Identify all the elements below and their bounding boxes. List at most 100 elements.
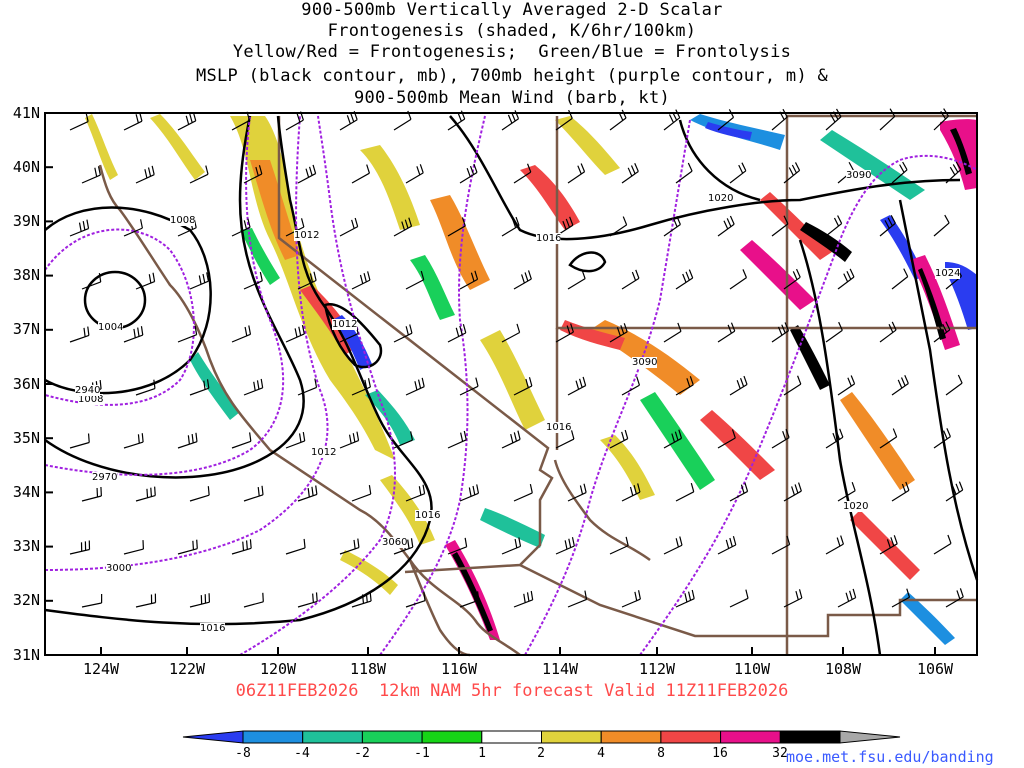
- forecast-label: 06Z11FEB2026 12km NAM 5hr forecast Valid…: [235, 681, 789, 701]
- wind-barb: [513, 377, 533, 396]
- colorbar-swatch: [481, 730, 542, 744]
- wind-barb: [567, 483, 587, 502]
- wind-barb: [189, 593, 211, 608]
- wind-barb: [69, 433, 90, 449]
- mslp-label: 1012: [294, 230, 320, 241]
- wind-barb: [783, 162, 801, 184]
- wind-barb: [393, 324, 413, 343]
- wind-barb: [177, 111, 197, 131]
- wind-barb: [81, 166, 101, 184]
- wind-barb: [501, 430, 521, 449]
- colorbar-label: 4: [597, 746, 605, 761]
- lon-label: 114W: [541, 660, 579, 678]
- lat-label: 33N: [12, 537, 40, 555]
- wind-barb: [783, 268, 801, 290]
- colorbar-label: 32: [772, 746, 788, 761]
- wind-barb: [783, 482, 802, 502]
- wind-barb: [933, 428, 951, 449]
- wind-barb: [447, 217, 466, 237]
- wind-barb: [837, 588, 857, 608]
- wind-barb: [447, 110, 466, 131]
- mslp-label: 1016: [546, 422, 572, 433]
- wind-barb: [123, 219, 143, 237]
- wind-barb: [567, 163, 586, 184]
- colorbar-swatch: [720, 730, 781, 744]
- wind-barb: [69, 112, 89, 131]
- wind-barb: [621, 483, 641, 502]
- shade-yellow: [150, 114, 205, 180]
- wind-barb: [567, 590, 588, 608]
- mslp-label: 1024: [935, 268, 961, 279]
- wind-barb: [609, 109, 627, 131]
- wind-barb: [567, 269, 586, 290]
- credit-link[interactable]: moe.met.fsu.edu/banding: [786, 748, 994, 766]
- wind-barb: [243, 485, 264, 502]
- shade-red: [850, 510, 920, 580]
- wind-barb: [771, 322, 790, 343]
- wind-barb: [663, 216, 681, 237]
- wind-barb: [297, 164, 317, 184]
- wind-barb: [879, 321, 897, 343]
- lon-label: 120W: [259, 660, 297, 678]
- lat-label: 39N: [12, 212, 40, 230]
- shade-blue: [705, 122, 752, 140]
- colorbar-swatch: [302, 730, 363, 744]
- title-line-4: MSLP (black contour, mb), 700mb height (…: [195, 66, 829, 86]
- wind-barb: [297, 485, 318, 502]
- title-line-1: 900-500mb Vertically Averaged 2-D Scalar: [301, 0, 723, 20]
- height-contour-2940: [44, 228, 195, 406]
- colorbar: [182, 730, 901, 744]
- lat-label: 32N: [12, 591, 40, 609]
- mslp-label: 1008: [170, 215, 196, 226]
- wind-barb: [69, 219, 90, 237]
- wind-barb: [393, 217, 413, 237]
- wind-barb: [405, 377, 425, 396]
- wind-barb: [945, 374, 963, 396]
- lat-label: 40N: [12, 158, 40, 176]
- wind-barb: [447, 324, 467, 343]
- mslp-label: 1012: [311, 447, 337, 458]
- mslp-label: 1016: [415, 510, 441, 521]
- colorbar-label: 2: [537, 746, 545, 761]
- wind-barb: [393, 431, 413, 449]
- wind-barb: [609, 536, 629, 555]
- wind-barb: [783, 589, 803, 608]
- wind-barb: [339, 538, 360, 555]
- wind-barb: [189, 486, 210, 502]
- wind-barb: [177, 325, 198, 343]
- mslp-label: 1016: [200, 623, 226, 634]
- height-contour-3090: [524, 119, 691, 656]
- shade-teal: [365, 390, 415, 445]
- lat-label: 37N: [12, 320, 40, 338]
- shade-teal: [480, 508, 545, 548]
- wind-barb: [231, 218, 251, 237]
- coastline-california: [98, 164, 471, 657]
- shade-yellow: [555, 116, 620, 175]
- wind-barb: [405, 270, 425, 290]
- shade-yellow: [360, 145, 420, 230]
- wind-barb: [879, 535, 898, 555]
- colorbar-swatch: [541, 730, 602, 744]
- colorbar-swatch: [361, 730, 423, 744]
- colorbar-swatch: [839, 730, 901, 744]
- wind-barb: [663, 109, 681, 131]
- shade-red: [700, 410, 775, 480]
- wind-barb: [933, 321, 951, 343]
- height-contour-2970: [44, 115, 285, 476]
- wind-barb: [81, 273, 102, 290]
- wind-barb: [621, 162, 639, 184]
- wind-barb: [675, 269, 694, 290]
- height-contour-3120: [639, 154, 978, 656]
- wind-barb: [879, 215, 896, 237]
- wind-barb: [933, 214, 950, 237]
- wind-barb: [243, 592, 264, 608]
- mslp-contour-1024: [898, 199, 979, 581]
- wind-barb: [351, 378, 371, 396]
- wind-barb: [609, 323, 628, 343]
- wind-barb: [339, 431, 360, 449]
- wind-barb: [135, 486, 156, 502]
- wind-barb: [771, 215, 789, 237]
- wind-barb: [825, 215, 843, 237]
- mslp-label: 1008: [78, 394, 104, 405]
- title-line-2: Frontogenesis (shaded, K/6hr/100km): [327, 21, 697, 41]
